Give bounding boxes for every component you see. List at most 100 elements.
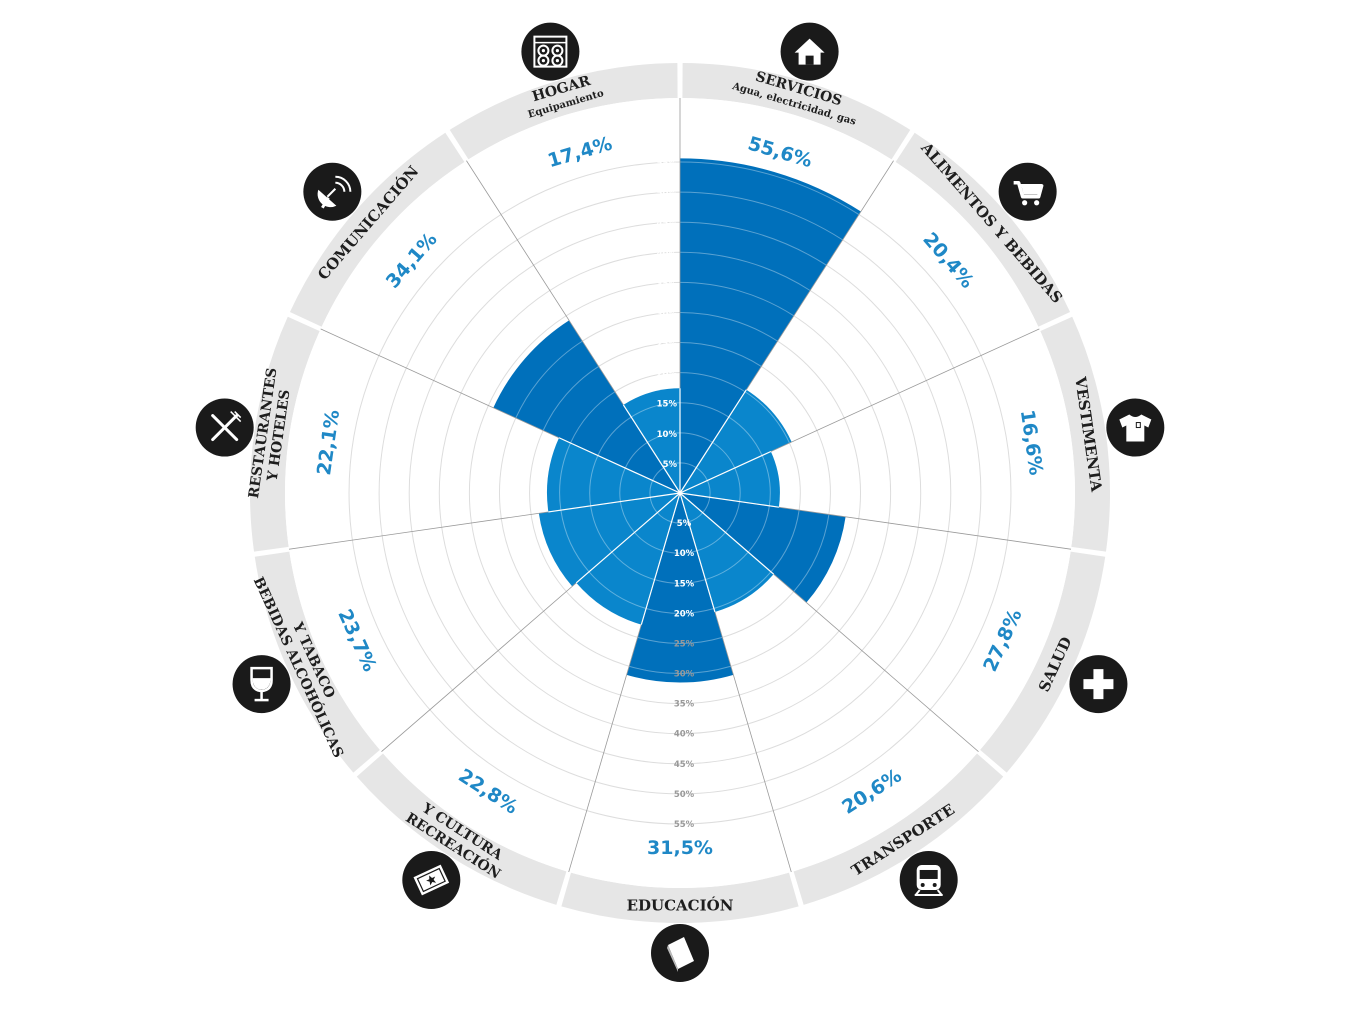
wedge-grid-arc [679,432,713,443]
wedge-grid-arc [637,636,723,644]
ring-gap [352,750,383,777]
wedge-grid-arc [793,514,830,592]
tick-label-top: 15% [657,400,678,410]
medical-cross-icon [1069,655,1128,714]
tick-label-top: 10% [657,430,678,440]
satellite-dish-icon [303,162,362,221]
wedge-grid-arc [747,505,770,553]
wedge-grid-arc [645,607,715,614]
wedges [493,158,861,683]
ring-segment-hogar [449,63,678,160]
stove-icon [521,22,580,81]
wedge-grid-arc [611,551,655,581]
wedge-grid-arc [624,441,648,469]
percent-label-educacion: 31,5% [647,837,713,859]
wedge-grid-arc [744,391,790,444]
wedge-grid-arc [734,467,741,502]
wedge-grid-arc [628,665,732,675]
ring-gap [1038,312,1073,331]
wedge-restaurantes [547,437,680,512]
house-icon [780,22,839,81]
wedge-edge [575,492,681,584]
tick-label-top: 55% [657,159,678,169]
wedge-vestimenta [680,451,780,508]
wedge-grid-arc [654,579,706,584]
wedge-grid-arc [630,402,681,418]
wedge-grid-arc [515,340,583,419]
t-shirt-icon [1106,398,1165,457]
tick-label-bottom: 5% [677,519,692,529]
wedge-grid-arc [634,532,664,552]
wedge-edge [679,450,772,494]
ring-segment-servicios [682,63,911,160]
wedge-salud [680,493,846,603]
wedge-grid-arc [679,311,778,342]
wedge-grid-arc [570,391,616,444]
category-title-educacion: EDUCACIÓN [627,897,734,915]
wedge-grid-arc [728,416,763,456]
wedge-grid-arc [761,455,771,506]
ring-gap [1070,547,1107,557]
wedge-hogar [623,388,680,493]
tick-label-bottom: 55% [674,820,695,830]
fork-knife-icon [195,398,254,457]
ring-segment-salud [980,551,1106,773]
wedge-grid-arc [590,505,613,553]
wedge-grid-arc [559,442,571,511]
tick-label-bottom: 35% [674,700,695,710]
wedge-edge [622,404,681,494]
ring-segment-recreacion [356,753,567,905]
category-icons [195,22,1165,982]
tick-label-top: 25% [657,340,678,350]
ring-segment-bebidas [254,551,380,773]
ring-segment-restaurantes [249,316,320,552]
tick-label-top: 45% [657,219,678,229]
ring-gap [556,871,571,908]
wedge-comunicacion [493,320,680,493]
ring-gap [891,129,915,162]
wedge-grid-arc [542,366,599,431]
book-icon [651,924,709,982]
tick-label-top: 35% [657,279,678,289]
wedge-grid-arc [679,221,827,266]
wedge-servicios [680,158,861,493]
tick-label-bottom: 45% [674,760,695,770]
wedge-bebidas [538,493,680,587]
sector-dividers [253,62,1107,908]
radial-tick-labels: 5% 5% 10% 10% 15% 15% 20% 20% 25% 25% 30% 30% 35% 35%… [657,159,695,830]
wine-glass-icon [232,655,291,714]
ring-gap [977,750,1008,777]
wedge-grid-arc [679,342,762,367]
tick-label-bottom: 15% [674,579,695,589]
wedge-transporte [680,493,774,612]
wedge-grid-arc [619,467,626,502]
wedge-grid-arc [619,501,635,533]
train-icon [899,850,958,909]
tick-label-top: 5% [663,460,678,470]
ring-gap [445,129,469,162]
wedge-edge [558,437,681,494]
tick-label-bottom: 25% [674,639,695,649]
wedge-edge [679,492,779,508]
tick-label-bottom: 20% [674,609,695,619]
ring-segment-comunicacion [289,132,465,327]
wedge-grid-arc [589,455,599,506]
wedge-grid-arc [770,510,800,573]
wedge-grid-arc [725,501,741,533]
wedge-grid-arc [560,510,590,573]
ring-segment-alimentos [895,132,1071,327]
wedge-grid-arc [662,550,698,554]
wedge-recreacion [576,493,680,625]
tick-label-bottom: 30% [674,670,695,680]
wedge-grid-arc [679,281,795,317]
tick-label-top: 20% [657,370,678,380]
ring-segment-educacion [561,872,799,924]
wedge-edge [640,492,681,625]
wedge-edge [548,492,681,513]
ring-segment-transporte [793,753,1004,905]
wedge-alimentos [680,389,792,493]
wedge-grid-arc [705,551,749,581]
wedge-grid-arc [597,416,632,456]
tick-label-bottom: 10% [674,549,695,559]
